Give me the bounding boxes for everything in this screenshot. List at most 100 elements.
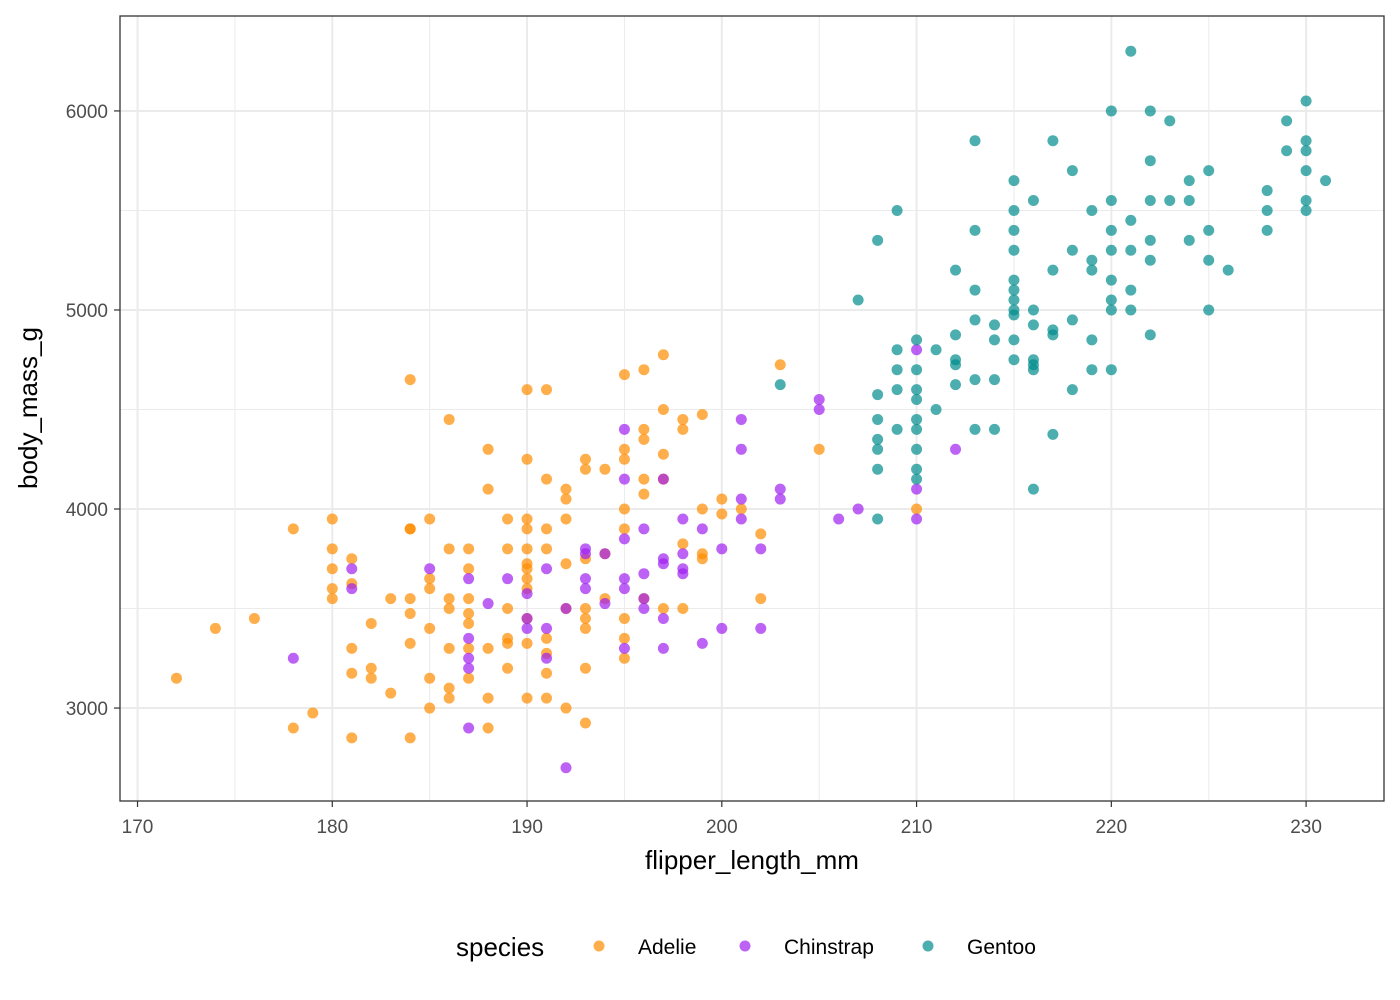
point-gentoo — [1105, 364, 1117, 376]
point-gentoo — [1203, 224, 1215, 236]
point-gentoo — [1203, 165, 1215, 177]
point-adelie — [618, 612, 630, 624]
point-adelie — [385, 593, 397, 605]
point-gentoo — [911, 334, 923, 346]
point-gentoo — [1125, 244, 1137, 256]
point-gentoo — [1105, 304, 1117, 316]
y-axis-ticks: 3000 4000 5000 6000 — [66, 102, 120, 720]
point-adelie — [346, 732, 358, 744]
point-gentoo — [1105, 294, 1117, 306]
y-tick-label: 4000 — [66, 500, 108, 521]
point-adelie — [677, 538, 689, 550]
point-adelie — [541, 543, 553, 555]
data-points — [170, 45, 1332, 774]
point-gentoo — [969, 314, 981, 326]
point-chinstrap — [696, 637, 708, 649]
point-adelie — [365, 662, 377, 674]
point-adelie — [443, 692, 455, 704]
point-adelie — [599, 463, 611, 475]
legend-title: species — [456, 932, 544, 962]
point-adelie — [560, 483, 572, 495]
point-gentoo — [1125, 284, 1137, 296]
point-gentoo — [1183, 195, 1195, 207]
point-gentoo — [1086, 264, 1098, 276]
point-chinstrap — [911, 513, 923, 525]
point-adelie — [463, 617, 475, 629]
panel-background — [120, 16, 1384, 801]
point-gentoo — [872, 443, 884, 455]
point-gentoo — [1164, 115, 1176, 127]
point-adelie — [521, 573, 533, 585]
point-chinstrap — [657, 558, 669, 570]
point-gentoo — [950, 264, 962, 276]
point-adelie — [618, 632, 630, 644]
point-adelie — [443, 603, 455, 615]
point-gentoo — [911, 394, 923, 406]
point-adelie — [482, 722, 494, 734]
point-chinstrap — [482, 598, 494, 610]
point-gentoo — [911, 413, 923, 425]
point-adelie — [521, 453, 533, 465]
point-gentoo — [1066, 165, 1078, 177]
panel-border — [119, 15, 1385, 802]
point-adelie — [677, 423, 689, 435]
gridlines — [120, 16, 1384, 801]
point-adelie — [579, 453, 591, 465]
point-gentoo — [891, 204, 903, 216]
point-chinstrap — [346, 583, 358, 595]
point-gentoo — [774, 379, 786, 391]
point-gentoo — [1183, 234, 1195, 246]
point-adelie — [755, 593, 767, 605]
point-adelie — [502, 543, 514, 555]
point-adelie — [326, 543, 338, 555]
point-chinstrap — [638, 523, 650, 535]
point-adelie — [541, 632, 553, 644]
point-gentoo — [988, 374, 1000, 386]
point-adelie — [209, 622, 221, 634]
point-adelie — [618, 453, 630, 465]
point-adelie — [541, 473, 553, 485]
point-chinstrap — [618, 573, 630, 585]
point-adelie — [579, 717, 591, 729]
point-adelie — [346, 667, 358, 679]
legend-key-chinstrap — [739, 940, 751, 952]
point-gentoo — [1008, 175, 1020, 187]
point-gentoo — [1008, 284, 1020, 296]
point-chinstrap — [852, 503, 864, 515]
point-chinstrap — [755, 622, 767, 634]
point-gentoo — [950, 329, 962, 341]
point-gentoo — [1105, 224, 1117, 236]
point-chinstrap — [677, 568, 689, 580]
point-adelie — [307, 707, 319, 719]
point-gentoo — [1144, 195, 1156, 207]
point-gentoo — [1222, 264, 1234, 276]
point-gentoo — [1066, 244, 1078, 256]
y-tick-label: 5000 — [66, 301, 108, 322]
point-chinstrap — [813, 394, 825, 406]
point-gentoo — [1281, 145, 1293, 157]
point-adelie — [463, 672, 475, 684]
point-gentoo — [872, 389, 884, 401]
point-gentoo — [1144, 105, 1156, 117]
point-chinstrap — [755, 543, 767, 555]
point-adelie — [404, 732, 416, 744]
point-gentoo — [1027, 319, 1039, 331]
point-gentoo — [911, 423, 923, 435]
point-adelie — [657, 349, 669, 361]
legend-key-adelie — [593, 940, 605, 952]
point-gentoo — [1300, 195, 1312, 207]
point-adelie — [541, 384, 553, 396]
point-chinstrap — [618, 642, 630, 654]
point-gentoo — [1047, 428, 1059, 440]
point-adelie — [657, 603, 669, 615]
point-adelie — [735, 503, 747, 515]
point-chinstrap — [502, 573, 514, 585]
point-gentoo — [950, 359, 962, 371]
x-tick-label: 210 — [901, 817, 933, 838]
point-chinstrap — [950, 443, 962, 455]
point-adelie — [502, 637, 514, 649]
point-gentoo — [1027, 304, 1039, 316]
legend-key-gentoo — [922, 940, 934, 952]
point-adelie — [463, 593, 475, 605]
point-gentoo — [1300, 204, 1312, 216]
